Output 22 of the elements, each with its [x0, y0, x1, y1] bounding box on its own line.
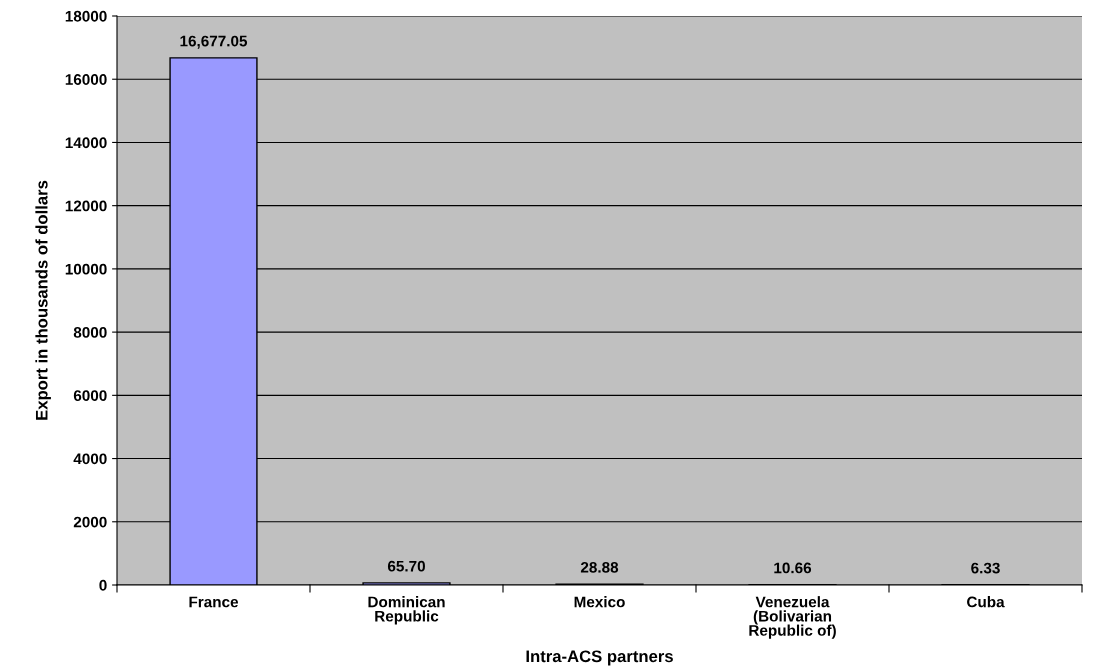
- data-label: 65.70: [387, 560, 425, 572]
- data-label: 16,677.05: [180, 35, 248, 49]
- y-tick-label: 6000: [73, 390, 107, 402]
- x-tick-label: Venezuela (Bolivarian Republic of): [749, 596, 836, 639]
- x-tick-label: Dominican Republic: [368, 596, 445, 625]
- x-tick-label: France: [189, 596, 239, 608]
- y-tick-label: 12000: [65, 200, 107, 212]
- x-tick-label: Mexico: [574, 596, 625, 608]
- y-tick-label: 0: [99, 579, 107, 591]
- y-tick-label: 14000: [65, 137, 107, 149]
- data-label: 6.33: [971, 562, 1000, 574]
- y-tick-label: 10000: [65, 263, 107, 275]
- y-tick-label: 8000: [73, 326, 107, 338]
- y-tick-label: 4000: [73, 453, 107, 465]
- y-axis-title: Export in thousands of dollars: [35, 180, 51, 420]
- x-axis-title: Intra-ACS partners: [526, 650, 673, 666]
- y-tick-label: 18000: [65, 10, 107, 22]
- y-tick-label: 2000: [73, 516, 107, 528]
- data-label: 28.88: [580, 561, 619, 573]
- x-tick-label: Cuba: [967, 596, 1005, 608]
- data-label: 10.66: [774, 562, 812, 574]
- y-tick-label: 16000: [65, 74, 107, 85]
